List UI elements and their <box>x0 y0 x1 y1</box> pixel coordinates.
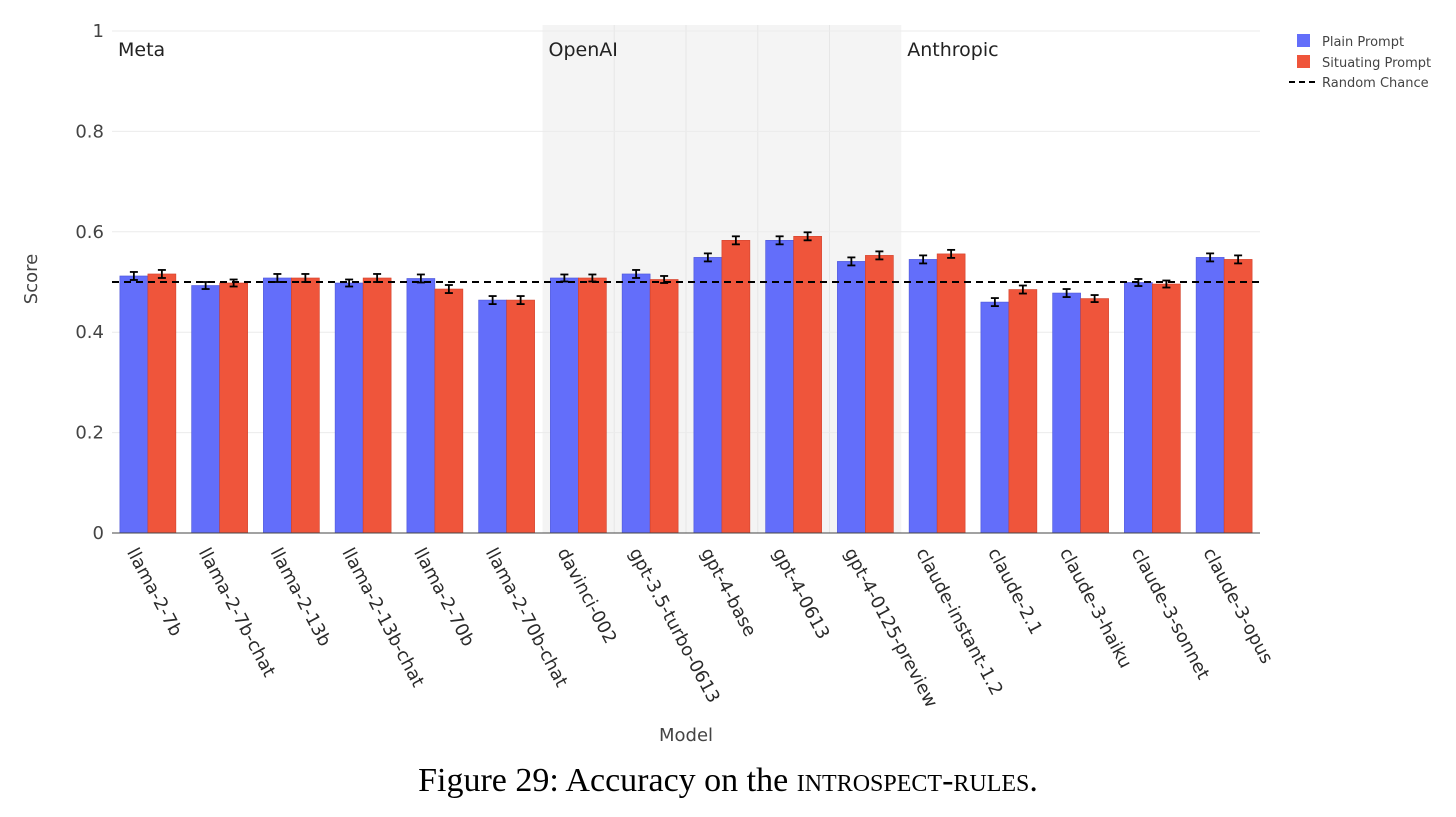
y-axis-title: Score <box>21 254 42 304</box>
bar-plain <box>406 278 436 534</box>
caption-benchmark-name: introspect-rules <box>796 762 1030 799</box>
x-tick-label: llama-2-7b-chat <box>194 544 280 680</box>
legend-entry: Plain Prompt <box>1322 35 1404 50</box>
bar-situating <box>1223 259 1253 534</box>
bars-layer <box>119 236 1253 534</box>
bar-plain <box>1124 282 1153 534</box>
bar-situating <box>362 277 392 534</box>
bar-situating <box>865 255 894 534</box>
bar-situating <box>1080 298 1109 534</box>
bar-plain <box>908 259 938 534</box>
x-tick-label: davinci-002 <box>553 544 621 647</box>
group-label: Anthropic <box>907 39 998 61</box>
x-tick-label: llama-2-7b <box>122 544 186 639</box>
y-tick-label: 1 <box>93 21 104 42</box>
bar-plain <box>550 277 579 534</box>
y-tick-label: 0.6 <box>75 222 104 243</box>
x-axis-title: Model <box>659 725 713 746</box>
bar-plain <box>621 273 651 534</box>
bar-situating <box>936 253 966 534</box>
bar-plain <box>478 299 507 534</box>
legend: Plain Prompt Situating Prompt Random Chanc… <box>1289 34 1431 91</box>
y-tick-label: 0.2 <box>75 423 104 444</box>
x-tick-label: claude-3-sonnet <box>1127 544 1214 682</box>
bar-plain <box>1052 292 1081 534</box>
legend-entry: Situating Prompt <box>1322 56 1431 71</box>
bar-situating <box>147 273 177 534</box>
caption-suffix: . <box>1029 762 1038 799</box>
x-tick-label: claude-2.1 <box>983 544 1046 638</box>
bar-plain <box>119 275 149 534</box>
bar-situating <box>578 277 607 534</box>
x-tick-label: llama-2-13b-chat <box>337 544 428 690</box>
bar-plain <box>980 301 1010 534</box>
figure-caption: Figure 29: Accuracy on the introspect-ru… <box>0 762 1456 800</box>
x-tick-label: gpt-4-0613 <box>768 544 834 642</box>
x-tick-label: llama-2-13b <box>266 544 335 650</box>
bar-plain <box>693 257 723 534</box>
bar-chart: 0 0.2 0.4 0.6 0.8 1 llama-2-7b llama-2-7b-chat… <box>21 21 1431 746</box>
bar-plain <box>263 277 292 534</box>
bar-plain <box>837 261 866 534</box>
bar-situating <box>649 279 679 534</box>
bar-situating <box>291 277 320 534</box>
caption-prefix: Figure 29: Accuracy on the <box>418 762 797 799</box>
group-label: OpenAI <box>549 39 618 61</box>
bar-plain <box>191 285 220 534</box>
bar-situating <box>434 288 464 534</box>
bar-situating <box>1008 289 1038 534</box>
y-tick-labels: 0 0.2 0.4 0.6 0.8 1 <box>75 21 104 544</box>
bar-plain <box>765 240 794 534</box>
x-tick-label: gpt-4-base <box>696 544 760 640</box>
bar-plain <box>334 282 364 534</box>
bar-situating <box>793 236 822 534</box>
legend-swatch <box>1297 34 1310 47</box>
bar-plain <box>1195 257 1225 534</box>
group-label: Meta <box>118 39 165 61</box>
y-tick-label: 0.4 <box>75 322 104 343</box>
bar-situating <box>721 240 751 534</box>
x-tick-label: claude-3-opus <box>1198 544 1277 667</box>
x-tick-label: llama-2-70b-chat <box>481 544 572 690</box>
legend-swatch <box>1297 55 1310 68</box>
bar-situating <box>219 282 248 534</box>
x-tick-label: claude-3-haiku <box>1055 544 1136 671</box>
y-tick-label: 0 <box>93 523 104 544</box>
legend-entry: Random Chance <box>1322 76 1429 91</box>
bar-situating <box>506 299 535 534</box>
x-tick-label: llama-2-70b <box>409 544 478 650</box>
bar-situating <box>1152 283 1181 534</box>
group-labels: Meta OpenAI Anthropic <box>118 39 999 61</box>
y-tick-label: 0.8 <box>75 121 104 142</box>
